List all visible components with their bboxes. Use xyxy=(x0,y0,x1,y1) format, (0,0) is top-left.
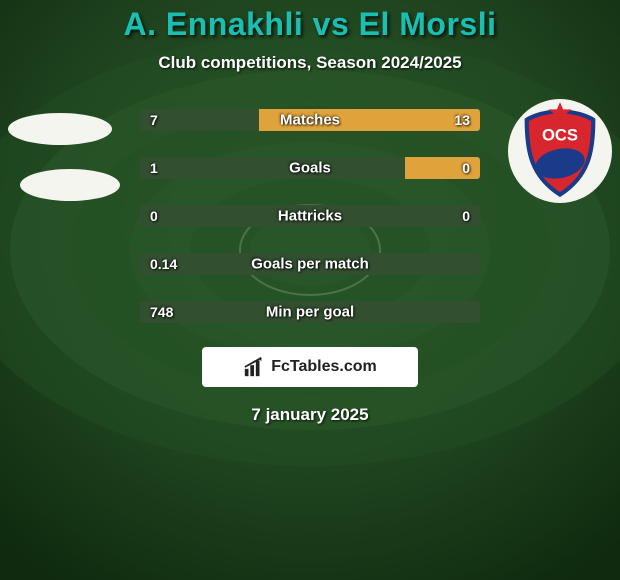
date-text: 7 january 2025 xyxy=(0,405,620,425)
bars-icon xyxy=(243,356,265,378)
svg-text:OCS: OCS xyxy=(542,126,578,145)
player-left-avatar-shadow xyxy=(20,169,120,201)
stat-label: Hattricks xyxy=(140,208,480,225)
stat-row: 00Hattricks xyxy=(140,205,480,227)
stat-row: 713Matches xyxy=(140,109,480,131)
stat-label: Matches xyxy=(140,112,480,129)
stat-label: Goals per match xyxy=(140,256,480,273)
stat-label: Min per goal xyxy=(140,304,480,321)
page-title: A. Ennakhli vs El Morsli xyxy=(0,6,620,43)
content-wrap: A. Ennakhli vs El Morsli Club competitio… xyxy=(0,0,620,425)
player-right-avatar: OCS xyxy=(508,99,612,203)
stat-label: Goals xyxy=(140,160,480,177)
comparison-chart: OCS 713Matches 10Goals 00Hattricks 0.14Goal… xyxy=(0,109,620,323)
player-left-avatar xyxy=(8,113,112,145)
subtitle: Club competitions, Season 2024/2025 xyxy=(0,53,620,73)
watermark: FcTables.com xyxy=(202,347,418,387)
stat-row: 10Goals xyxy=(140,157,480,179)
stat-row: 748Min per goal xyxy=(140,301,480,323)
club-badge-icon: OCS xyxy=(508,99,612,203)
stat-row: 0.14Goals per match xyxy=(140,253,480,275)
watermark-text: FcTables.com xyxy=(271,358,377,376)
